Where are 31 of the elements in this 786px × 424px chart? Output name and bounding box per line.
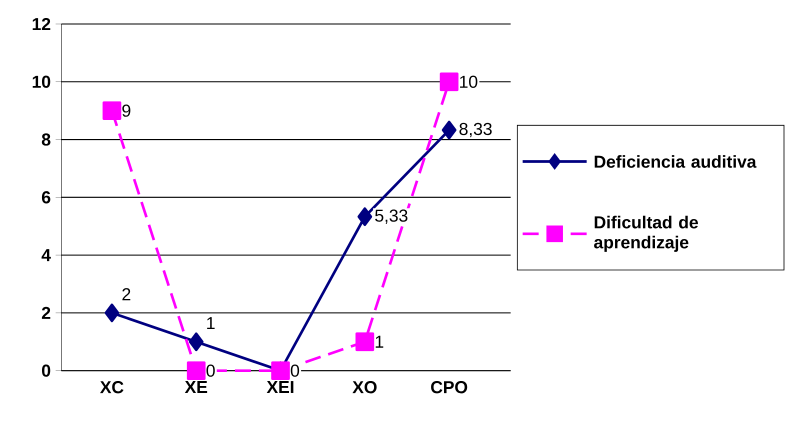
y-tick-label: 0 xyxy=(42,364,50,377)
y-tick-label: 4 xyxy=(42,249,51,262)
data-label: 2 xyxy=(122,288,130,300)
point xyxy=(102,101,122,120)
legend-label: Deficiencia auditiva xyxy=(594,155,756,168)
point xyxy=(188,332,204,352)
data-label: 0 xyxy=(290,364,300,377)
y-tick-label: 10 xyxy=(32,76,50,88)
y-tick-label: 12 xyxy=(32,18,50,30)
data-label: 1 xyxy=(376,336,384,348)
point xyxy=(186,361,206,380)
data-label: 8,33 xyxy=(459,122,492,138)
point xyxy=(357,207,372,226)
point xyxy=(104,304,120,322)
y-tick-label: 6 xyxy=(42,191,50,204)
data-label: 10 xyxy=(460,76,478,88)
point xyxy=(440,72,458,92)
y-tick-label: 8 xyxy=(42,133,50,146)
y-tick-label: 2 xyxy=(42,306,50,319)
x-tick-label: XO xyxy=(352,381,377,394)
point xyxy=(442,120,456,140)
x-tick-label: XE xyxy=(184,381,208,393)
data-label: 0 xyxy=(206,364,215,377)
data-label: 9 xyxy=(122,104,130,117)
x-tick-label: XEI xyxy=(266,381,294,393)
x-tick-label: CPO xyxy=(431,381,468,394)
data-label: 5,33 xyxy=(375,210,408,224)
x-tick-label: XC xyxy=(100,381,124,394)
point xyxy=(356,332,374,352)
data-label: 1 xyxy=(207,317,215,330)
legend-label: Dificultad de aprendizaje xyxy=(594,216,698,252)
